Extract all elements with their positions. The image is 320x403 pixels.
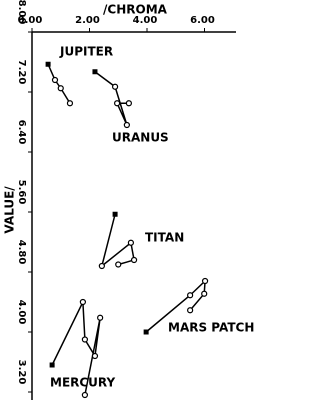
point (57, 85, 64, 92)
series-line (100, 214, 135, 268)
start-point (45, 61, 51, 67)
y-tick-label: 3.20 (16, 360, 27, 385)
point (66, 100, 74, 107)
y-tick-label: 8.00 (16, 0, 27, 24)
point (97, 314, 104, 321)
point (123, 121, 130, 129)
y-tick-label: 4.00 (16, 300, 27, 325)
x-axis-label: /CHROMA (103, 3, 168, 17)
y-tick-label: 4.80 (16, 240, 27, 265)
series-line (94, 71, 129, 126)
y-tick-label: 6.40 (16, 120, 27, 145)
y-axis-label: VALUE/ (3, 186, 17, 234)
x-tick-label: 6.00 (190, 15, 215, 26)
point (113, 100, 121, 107)
chart: /CHROMA VALUE/ 0.00 2.00 4.00 6.00 8.00 7.20 6… (3, 0, 254, 400)
x-tick-label: 2.00 (75, 15, 100, 26)
series-label: MERCURY (50, 376, 116, 390)
point (51, 76, 59, 84)
series-label: JUPITER (59, 45, 113, 59)
point (130, 256, 138, 264)
point (187, 292, 194, 299)
series-line (51, 299, 101, 396)
point (127, 239, 134, 246)
series-label: URANUS (112, 131, 169, 145)
series-label: MARS PATCH (168, 321, 254, 335)
point (91, 352, 99, 360)
start-point (49, 362, 55, 368)
point (79, 298, 86, 306)
x-tick-label: 0.00 (18, 15, 43, 26)
point (81, 391, 89, 399)
point (81, 336, 89, 343)
start-point (143, 329, 149, 335)
point (111, 83, 119, 90)
point (201, 277, 209, 285)
point (201, 290, 208, 297)
start-point (112, 211, 118, 217)
point (187, 307, 194, 314)
y-tick-label: 7.20 (16, 60, 27, 85)
series-line (47, 63, 71, 104)
start-point (92, 69, 98, 75)
x-tick-label: 4.00 (133, 15, 158, 26)
y-tick-label: 5.60 (16, 180, 27, 205)
point (115, 261, 122, 268)
point (98, 262, 105, 270)
series-label: TITAN (145, 231, 184, 245)
point (125, 100, 132, 107)
